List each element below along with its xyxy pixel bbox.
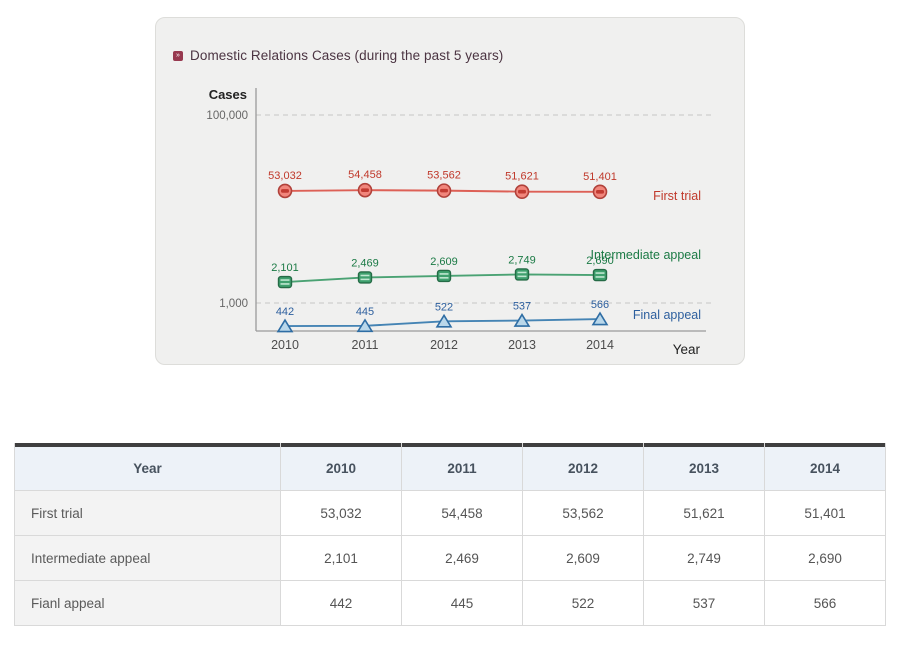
value-cell: 53,562 <box>523 491 643 536</box>
header-cell-2010: 2010 <box>281 443 401 491</box>
legend-final-appeal: Final appeal <box>633 308 701 322</box>
header-cell-2013: 2013 <box>644 443 764 491</box>
legend-first-trial: First trial <box>653 189 701 203</box>
y-tick-label: 100,000 <box>206 110 248 122</box>
table-header-row: Year 2010 2011 2012 2013 2014 <box>15 443 885 491</box>
row-label-cell: First trial <box>15 491 280 536</box>
intermediate-appeal-data-label: 2,690 <box>586 255 614 267</box>
x-tick-label: 2014 <box>586 338 614 352</box>
intermediate-appeal-marker <box>357 271 373 284</box>
final-appeal-data-label: 566 <box>591 299 609 311</box>
intermediate-appeal-marker <box>436 269 452 283</box>
value-cell: 2,101 <box>281 536 401 581</box>
table-row-fianl-appeal: Fianl appeal 442 445 522 537 566 <box>15 581 885 626</box>
first-trial-data-label: 51,401 <box>583 171 617 183</box>
final-appeal-marker <box>435 313 453 328</box>
intermediate-appeal-marker-stripe <box>280 279 290 281</box>
final-appeal-marker <box>591 311 609 326</box>
first-trial-marker-band <box>440 188 448 193</box>
table-row-first-trial: First trial 53,032 54,458 53,562 51,621 51,40… <box>15 491 885 536</box>
first-trial-marker-band <box>361 188 369 192</box>
final-appeal-marker <box>513 313 531 327</box>
intermediate-appeal-marker-stripe <box>439 273 449 275</box>
x-axis-title: Year <box>673 342 701 357</box>
header-cell-2011: 2011 <box>402 443 522 491</box>
intermediate-appeal-marker <box>514 268 530 281</box>
header-cell-2014: 2014 <box>765 443 885 491</box>
row-label-cell: Intermediate appeal <box>15 536 280 581</box>
first-trial-data-label: 53,562 <box>427 170 461 182</box>
y-axis-title: Cases <box>209 87 247 102</box>
intermediate-appeal-marker <box>592 268 608 282</box>
value-cell: 2,609 <box>523 536 643 581</box>
first-trial-marker-band <box>281 189 289 193</box>
intermediate-appeal-data-label: 2,749 <box>508 254 536 266</box>
intermediate-appeal-marker-stripe <box>517 271 527 274</box>
first-trial-marker-band <box>596 189 604 194</box>
final-appeal-marker <box>276 318 294 333</box>
first-trial-data-label: 54,458 <box>348 169 382 181</box>
value-cell: 2,690 <box>765 536 885 581</box>
final-appeal-data-label: 445 <box>356 306 374 318</box>
final-appeal-data-label: 522 <box>435 301 453 313</box>
value-cell: 53,032 <box>281 491 401 536</box>
intermediate-appeal-data-label: 2,469 <box>351 257 379 269</box>
intermediate-appeal-data-label: 2,609 <box>430 256 458 268</box>
intermediate-appeal-marker-stripe <box>517 275 527 278</box>
x-tick-label: 2013 <box>508 338 536 352</box>
first-trial-marker-band <box>518 189 526 194</box>
x-tick-label: 2011 <box>352 338 379 352</box>
intermediate-appeal-data-label: 2,101 <box>271 262 299 274</box>
intermediate-appeal-marker-stripe <box>280 283 290 285</box>
chart-title: Domestic Relations Cases (during the pas… <box>190 48 504 63</box>
value-cell: 537 <box>644 581 764 626</box>
value-cell: 2,469 <box>402 536 522 581</box>
header-cell-2012: 2012 <box>523 443 643 491</box>
intermediate-appeal-marker-stripe <box>360 274 370 277</box>
first-trial-data-label: 51,621 <box>505 171 539 183</box>
value-cell: 2,749 <box>644 536 764 581</box>
first-trial-data-label: 53,032 <box>268 170 302 182</box>
value-cell: 445 <box>402 581 522 626</box>
value-cell: 522 <box>523 581 643 626</box>
x-tick-label: 2010 <box>271 338 299 352</box>
value-cell: 51,401 <box>765 491 885 536</box>
final-appeal-data-label: 537 <box>513 301 531 313</box>
table-header: Year 2010 2011 2012 2013 2014 <box>15 443 885 491</box>
table-row-intermediate-appeal: Intermediate appeal 2,101 2,469 2,609 2,749 2… <box>15 536 885 581</box>
chart-panel: » Domestic Relations Cases (during the p… <box>155 17 745 365</box>
row-label-cell: Fianl appeal <box>15 581 280 626</box>
y-tick-label: 1,000 <box>219 298 248 310</box>
data-table: Year 2010 2011 2012 2013 2014 First trial 53,0… <box>14 443 886 626</box>
legend-intermediate-appeal: Intermediate appeal <box>591 248 702 262</box>
table-body: First trial 53,032 54,458 53,562 51,621 51,40… <box>15 491 885 626</box>
final-appeal-data-label: 442 <box>276 306 294 318</box>
intermediate-appeal-marker-stripe <box>439 277 449 279</box>
value-cell: 566 <box>765 581 885 626</box>
header-cell-year: Year <box>15 443 280 491</box>
bullet-icon: » <box>173 50 183 61</box>
final-appeal-marker <box>356 318 374 333</box>
intermediate-appeal-marker-stripe <box>595 272 605 274</box>
line-chart: 100,000 1,000 Cases Year 2010 2011 2012 2013 201… <box>206 87 713 357</box>
intermediate-appeal-marker <box>277 275 293 289</box>
x-tick-label: 2012 <box>430 338 458 352</box>
value-cell: 51,621 <box>644 491 764 536</box>
value-cell: 54,458 <box>402 491 522 536</box>
intermediate-appeal-marker-stripe <box>595 276 605 278</box>
panel-title-row: » Domestic Relations Cases (during the p… <box>173 48 503 63</box>
intermediate-appeal-marker-stripe <box>360 278 370 281</box>
value-cell: 442 <box>281 581 401 626</box>
